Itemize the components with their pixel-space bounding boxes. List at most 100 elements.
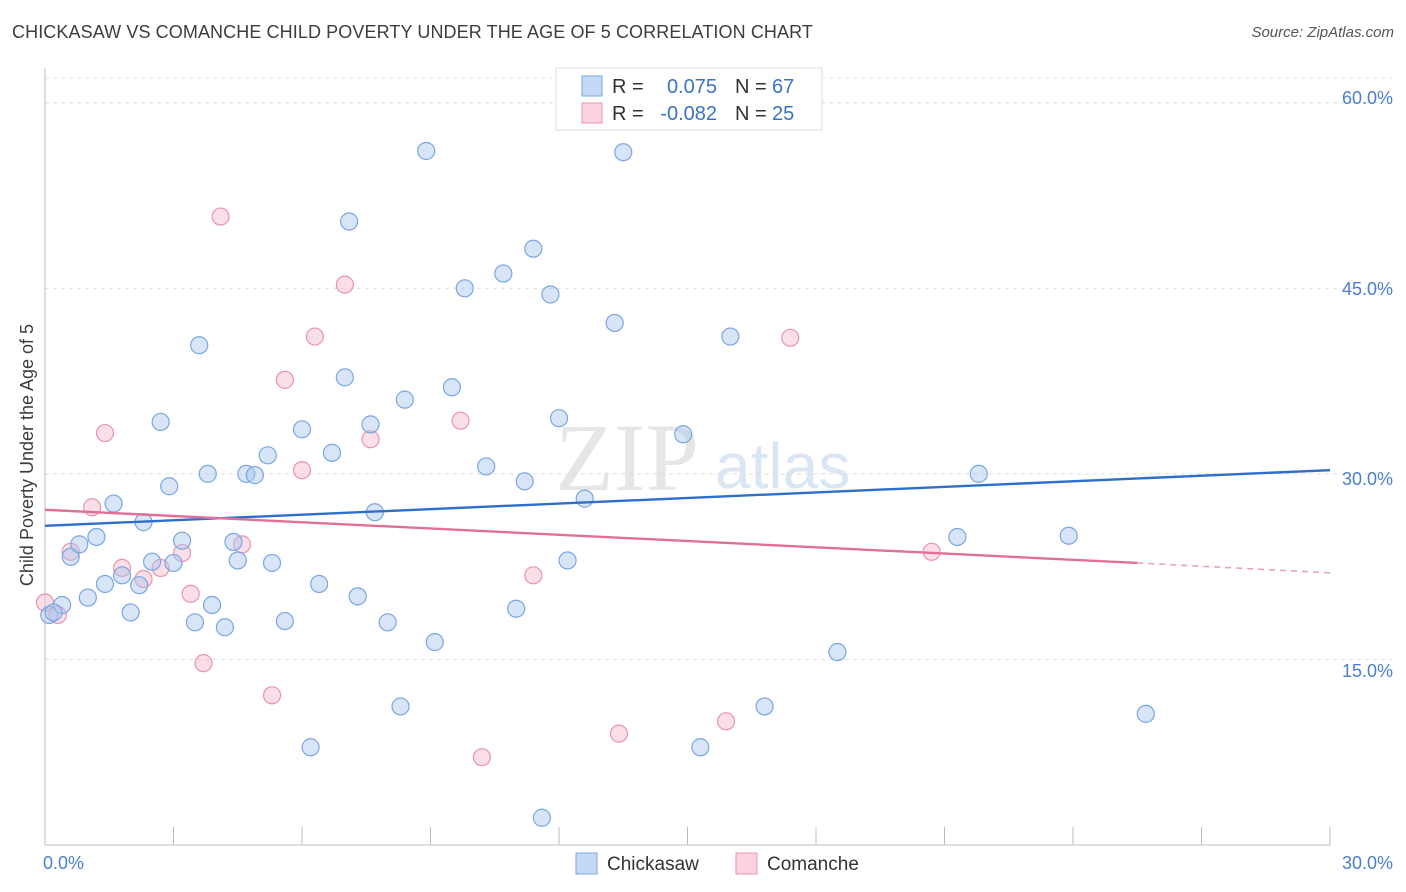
chickasaw-point-12: [142, 552, 162, 571]
comanche-point-18: [361, 430, 380, 449]
y-tick-label-30: 30.0%: [1342, 469, 1393, 489]
chickasaw-point-59: [721, 327, 740, 346]
comanche-point-22: [609, 724, 629, 743]
chickasaw-point-36: [361, 415, 380, 434]
legend-r-label-2: R =: [612, 103, 644, 125]
comanche-point-15: [292, 461, 312, 480]
chickasaw-point-29: [292, 420, 312, 439]
chickasaw-point-52: [549, 409, 569, 428]
comanche-point-14: [275, 370, 294, 389]
chickasaw-point-19: [198, 464, 217, 483]
chickasaw-point-25: [245, 466, 264, 485]
chickasaw-trend-line: [44, 468, 1331, 528]
legend-swatch-chickasaw: [581, 75, 603, 97]
legend-r-value-2: -0.082: [660, 103, 717, 125]
chickasaw-points: [40, 141, 1155, 827]
legend-swatch-comanche: [581, 102, 603, 124]
bottom-legend-label-chickasaw: Chickasaw: [607, 854, 699, 875]
bottom-legend-label-comanche: Comanche: [767, 854, 859, 875]
chickasaw-point-39: [391, 697, 410, 716]
chickasaw-point-6: [95, 574, 115, 594]
chickasaw-point-55: [605, 313, 624, 333]
legend-n-label-1: N =: [735, 76, 767, 98]
chickasaw-point-31: [310, 574, 329, 594]
series-legend: Chickasaw Comanche: [575, 852, 859, 875]
chickasaw-point-15: [164, 553, 183, 573]
legend-n-value-2: 25: [772, 103, 794, 125]
comanche-point-4: [95, 423, 115, 443]
chickasaw-point-33: [335, 368, 354, 387]
chickasaw-point-66: [44, 603, 63, 622]
axes: [44, 68, 1331, 846]
legend-r-label-1: R =: [612, 76, 644, 98]
comanche-point-5: [112, 558, 132, 577]
gridlines: [45, 77, 1392, 660]
chickasaw-point-64: [1059, 526, 1078, 545]
comanche-point-21: [524, 566, 543, 585]
comanche-point-24: [781, 328, 800, 347]
chickasaw-point-61: [828, 642, 847, 662]
chickasaw-point-3: [70, 535, 89, 554]
chickasaw-point-5: [87, 527, 106, 547]
chickasaw-point-58: [691, 738, 710, 757]
chickasaw-point-54: [575, 489, 594, 508]
source-label: Source: ZipAtlas.com: [1251, 24, 1394, 41]
chickasaw-point-40: [395, 390, 414, 409]
chickasaw-point-32: [322, 443, 342, 462]
chickasaw-point-30: [301, 738, 320, 757]
chickasaw-point-53: [558, 551, 577, 570]
chickasaw-point-9: [121, 603, 140, 622]
comanche-point-17: [335, 275, 354, 294]
y-tick-label-45: 45.0%: [1342, 279, 1393, 299]
chickasaw-point-23: [228, 551, 247, 570]
chickasaw-point-26: [258, 446, 277, 465]
bottom-legend-swatch-comanche: [735, 852, 758, 875]
chickasaw-point-44: [455, 279, 474, 298]
watermark-zip: ZIP: [555, 404, 699, 511]
chickasaw-point-50: [532, 808, 551, 827]
chickasaw-point-65: [1136, 704, 1155, 723]
x-tick-label-max: 30.0%: [1342, 853, 1393, 873]
chickasaw-point-56: [614, 143, 633, 162]
chickasaw-point-27: [262, 553, 282, 573]
chickasaw-point-21: [215, 618, 234, 637]
chickasaw-point-43: [442, 378, 462, 397]
chickasaw-point-62: [948, 527, 967, 547]
chickasaw-point-38: [378, 613, 397, 632]
chickasaw-point-49: [524, 239, 543, 258]
x-tick-label-min: 0.0%: [43, 853, 84, 873]
comanche-trend-extension: [1137, 562, 1331, 574]
y-axis-label: Child Poverty Under the Age of 5: [17, 324, 37, 586]
bottom-legend-swatch-chickasaw: [575, 852, 598, 875]
chickasaw-point-17: [185, 613, 205, 632]
chickasaw-point-34: [340, 212, 359, 231]
legend-n-value-1: 67: [772, 76, 794, 98]
chickasaw-point-51: [541, 285, 560, 304]
chickasaw-point-45: [477, 457, 496, 476]
chickasaw-point-35: [348, 587, 367, 606]
y-tick-label-15: 15.0%: [1342, 661, 1393, 681]
chickasaw-point-28: [275, 611, 294, 631]
comanche-point-11: [211, 207, 230, 226]
chickasaw-point-18: [190, 336, 209, 355]
watermark-atlas: atlas: [715, 430, 850, 502]
chickasaw-point-8: [112, 566, 132, 585]
legend-r-value-1: 0.075: [667, 76, 717, 98]
comanche-trend-line: [44, 508, 1138, 565]
chickasaw-point-48: [515, 472, 534, 491]
comanche-point-23: [716, 712, 736, 731]
comanche-point-19: [451, 411, 470, 430]
y-tick-label-60: 60.0%: [1342, 88, 1393, 108]
comanche-point-10: [194, 654, 213, 673]
chickasaw-point-57: [674, 425, 693, 444]
chart-title: CHICKASAW VS COMANCHE CHILD POVERTY UNDE…: [12, 22, 814, 42]
correlation-legend: R = 0.075 N = 67 R = -0.082 N = 25: [555, 67, 823, 131]
chickasaw-point-46: [494, 264, 513, 283]
chickasaw-point-16: [172, 531, 192, 550]
chickasaw-point-22: [224, 532, 243, 552]
chickasaw-point-63: [969, 464, 988, 483]
chickasaw-point-20: [202, 595, 222, 615]
comanche-point-13: [262, 686, 282, 705]
chickasaw-point-13: [151, 412, 170, 432]
